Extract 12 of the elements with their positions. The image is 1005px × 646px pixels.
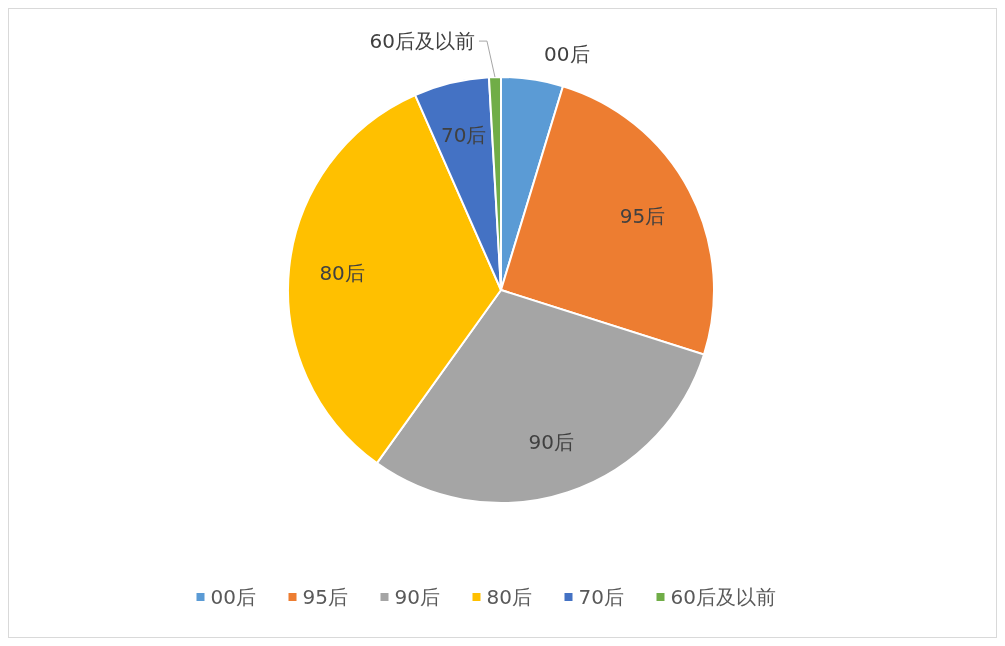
legend-label: 70后 bbox=[578, 585, 624, 609]
slice-label: 95后 bbox=[619, 203, 666, 228]
slice-label: 60后及以前 bbox=[369, 29, 475, 54]
legend-label: 80后 bbox=[486, 585, 532, 609]
slice-label: 70后 bbox=[440, 122, 487, 147]
legend-label: 95后 bbox=[302, 585, 348, 609]
slice-label: 80后 bbox=[319, 261, 365, 286]
slice-label: 00后 bbox=[544, 42, 590, 67]
slice-label: 90后 bbox=[528, 429, 575, 454]
legend-label: 00后 bbox=[210, 585, 256, 609]
legend-label: 60后及以前 bbox=[670, 585, 776, 609]
legend-label: 90后 bbox=[394, 585, 440, 609]
